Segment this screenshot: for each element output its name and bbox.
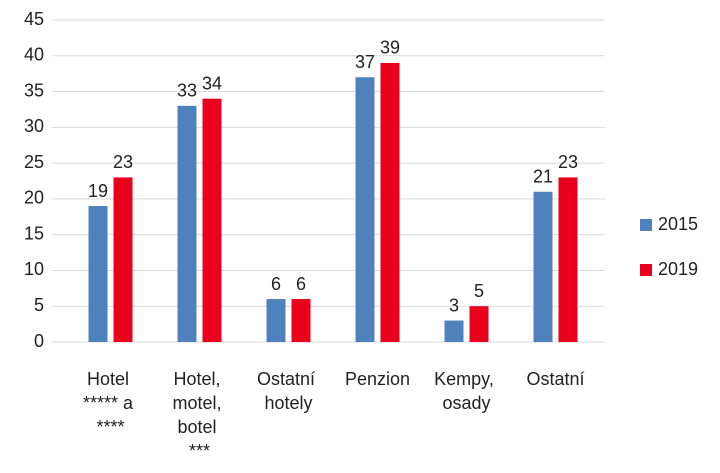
y-tick-label: 5	[34, 295, 44, 315]
x-tick-label: Kempy, osady	[434, 369, 499, 413]
y-tick-label: 25	[24, 152, 44, 172]
y-tick-label: 0	[34, 331, 44, 351]
y-tick-label: 30	[24, 116, 44, 136]
y-tick-label: 10	[24, 259, 44, 279]
data-label: 6	[271, 274, 281, 294]
bar	[380, 62, 400, 342]
y-tick-label: 15	[24, 223, 44, 243]
y-tick-label: 40	[24, 45, 44, 65]
data-label: 19	[88, 181, 108, 201]
bar	[266, 299, 286, 342]
bar	[291, 299, 311, 342]
legend-swatch	[640, 264, 652, 276]
data-label: 3	[449, 295, 459, 315]
bar	[469, 306, 489, 342]
bar	[88, 206, 108, 342]
data-label: 23	[113, 152, 133, 172]
legend-label: 2019	[658, 259, 698, 279]
data-label: 39	[380, 38, 400, 58]
bar	[113, 177, 133, 342]
bar	[202, 98, 222, 342]
bar	[533, 191, 553, 342]
bar	[558, 177, 578, 342]
x-tick-label: Hotel ***** a ****	[83, 369, 138, 437]
bar	[444, 320, 464, 342]
x-tick-label: Hotel, motel, botel ***	[172, 369, 226, 461]
bar	[355, 77, 375, 342]
x-tick-label: Ostatní	[526, 369, 584, 389]
data-label: 5	[474, 281, 484, 301]
data-label: 6	[296, 274, 306, 294]
data-label: 37	[355, 52, 375, 72]
x-tick-label: Penzion	[345, 369, 410, 389]
data-label: 34	[202, 73, 222, 93]
x-tick-label: Ostatní hotely	[257, 369, 320, 413]
bar	[177, 105, 197, 342]
data-label: 21	[533, 166, 553, 186]
y-tick-label: 20	[24, 188, 44, 208]
y-tick-label: 45	[24, 9, 44, 29]
legend-label: 2015	[658, 214, 698, 234]
data-label: 33	[177, 81, 197, 101]
data-label: 23	[558, 152, 578, 172]
legend-swatch	[640, 219, 652, 231]
y-tick-label: 35	[24, 80, 44, 100]
